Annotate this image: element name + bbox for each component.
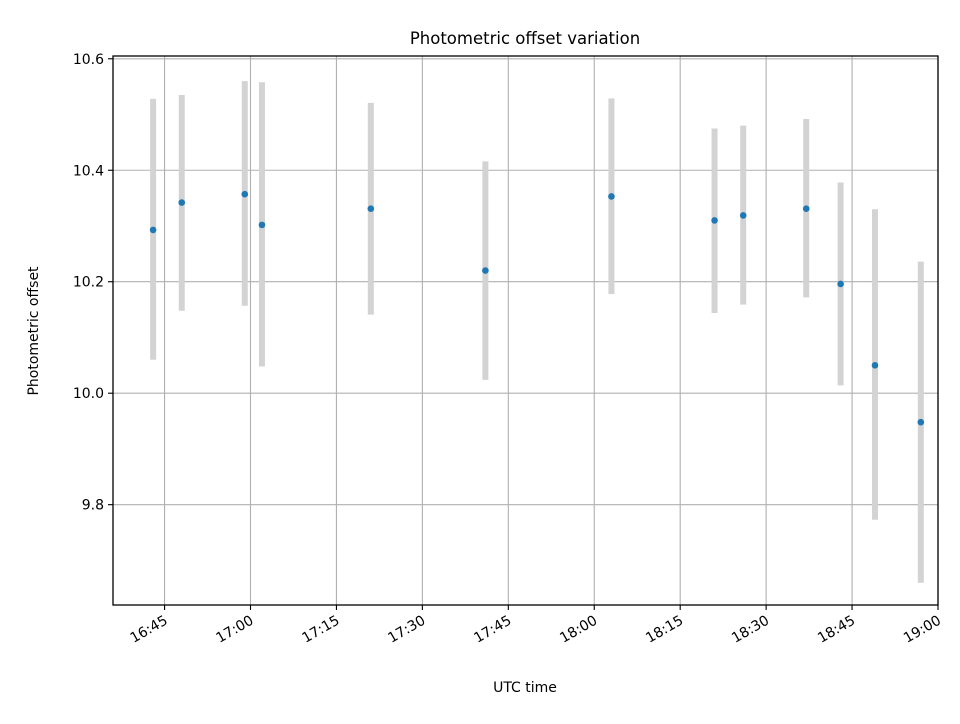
x-tick-label: 18:15: [643, 613, 686, 647]
point-layer: [149, 190, 925, 426]
data-point: [241, 190, 249, 198]
x-tick-label: 18:30: [729, 613, 772, 647]
x-tick-label: 17:15: [299, 613, 342, 647]
x-tick-label: 17:45: [471, 613, 514, 647]
y-tick-label: 10.4: [73, 163, 104, 179]
x-tick-label: 16:45: [128, 613, 171, 647]
y-tick-label: 10.2: [73, 275, 104, 291]
data-point: [711, 217, 718, 224]
x-tick-label: 18:00: [557, 613, 600, 647]
chart-title: Photometric offset variation: [410, 29, 640, 48]
y-tick-label: 10.6: [73, 52, 104, 68]
data-point: [482, 267, 489, 274]
y-tick-label: 9.8: [82, 498, 104, 514]
data-point: [367, 205, 375, 213]
x-tick-label: 17:30: [385, 613, 428, 647]
x-tick-label: 19:00: [901, 613, 944, 647]
x-axis-label: UTC time: [493, 680, 557, 696]
data-point: [739, 212, 747, 219]
data-point: [178, 199, 186, 206]
data-point: [802, 205, 810, 213]
y-axis-label: Photometric offset: [26, 266, 42, 396]
x-tick-label: 17:00: [214, 613, 257, 647]
data-point: [149, 226, 157, 234]
data-point: [608, 193, 615, 200]
plot-area-frame: [112, 55, 939, 606]
y-tick-label: 10.0: [73, 386, 104, 402]
data-point: [871, 362, 879, 369]
grid-layer: [113, 56, 939, 605]
data-point: [258, 221, 266, 229]
data-point: [917, 418, 925, 426]
errorbar-layer: [150, 81, 924, 583]
data-point: [837, 280, 844, 288]
x-tick-label: 18:45: [815, 613, 858, 647]
